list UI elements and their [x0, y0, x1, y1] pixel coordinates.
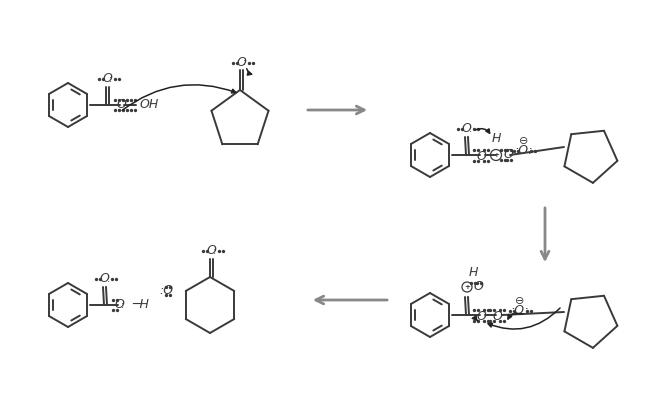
Text: O: O — [476, 310, 486, 324]
Text: O: O — [461, 122, 471, 135]
Text: :: : — [109, 74, 113, 84]
Text: H: H — [491, 132, 501, 145]
Text: +: + — [464, 284, 470, 290]
Text: O: O — [116, 98, 126, 111]
Text: O: O — [102, 73, 112, 85]
Text: :: : — [244, 57, 247, 67]
Text: O: O — [236, 56, 246, 68]
Text: O: O — [474, 280, 484, 293]
Text: O: O — [206, 245, 216, 258]
Text: :: : — [121, 300, 125, 310]
Text: ⊖: ⊖ — [515, 296, 525, 306]
Text: :O: :O — [160, 284, 174, 297]
Text: O: O — [492, 310, 502, 324]
Text: :O:: :O: — [511, 305, 529, 318]
Text: :: : — [107, 274, 109, 284]
Text: ─H: ─H — [132, 299, 149, 312]
Text: +: + — [493, 152, 499, 158]
Text: O: O — [504, 149, 514, 162]
Text: O: O — [99, 273, 109, 286]
Text: O: O — [476, 149, 486, 162]
Text: H: H — [468, 267, 478, 280]
Text: ⊖: ⊖ — [519, 136, 529, 146]
Text: OH: OH — [140, 98, 159, 111]
Text: :: : — [213, 246, 217, 256]
Text: O: O — [114, 299, 124, 312]
Text: :O:: :O: — [515, 145, 533, 158]
Text: :: : — [468, 124, 472, 134]
